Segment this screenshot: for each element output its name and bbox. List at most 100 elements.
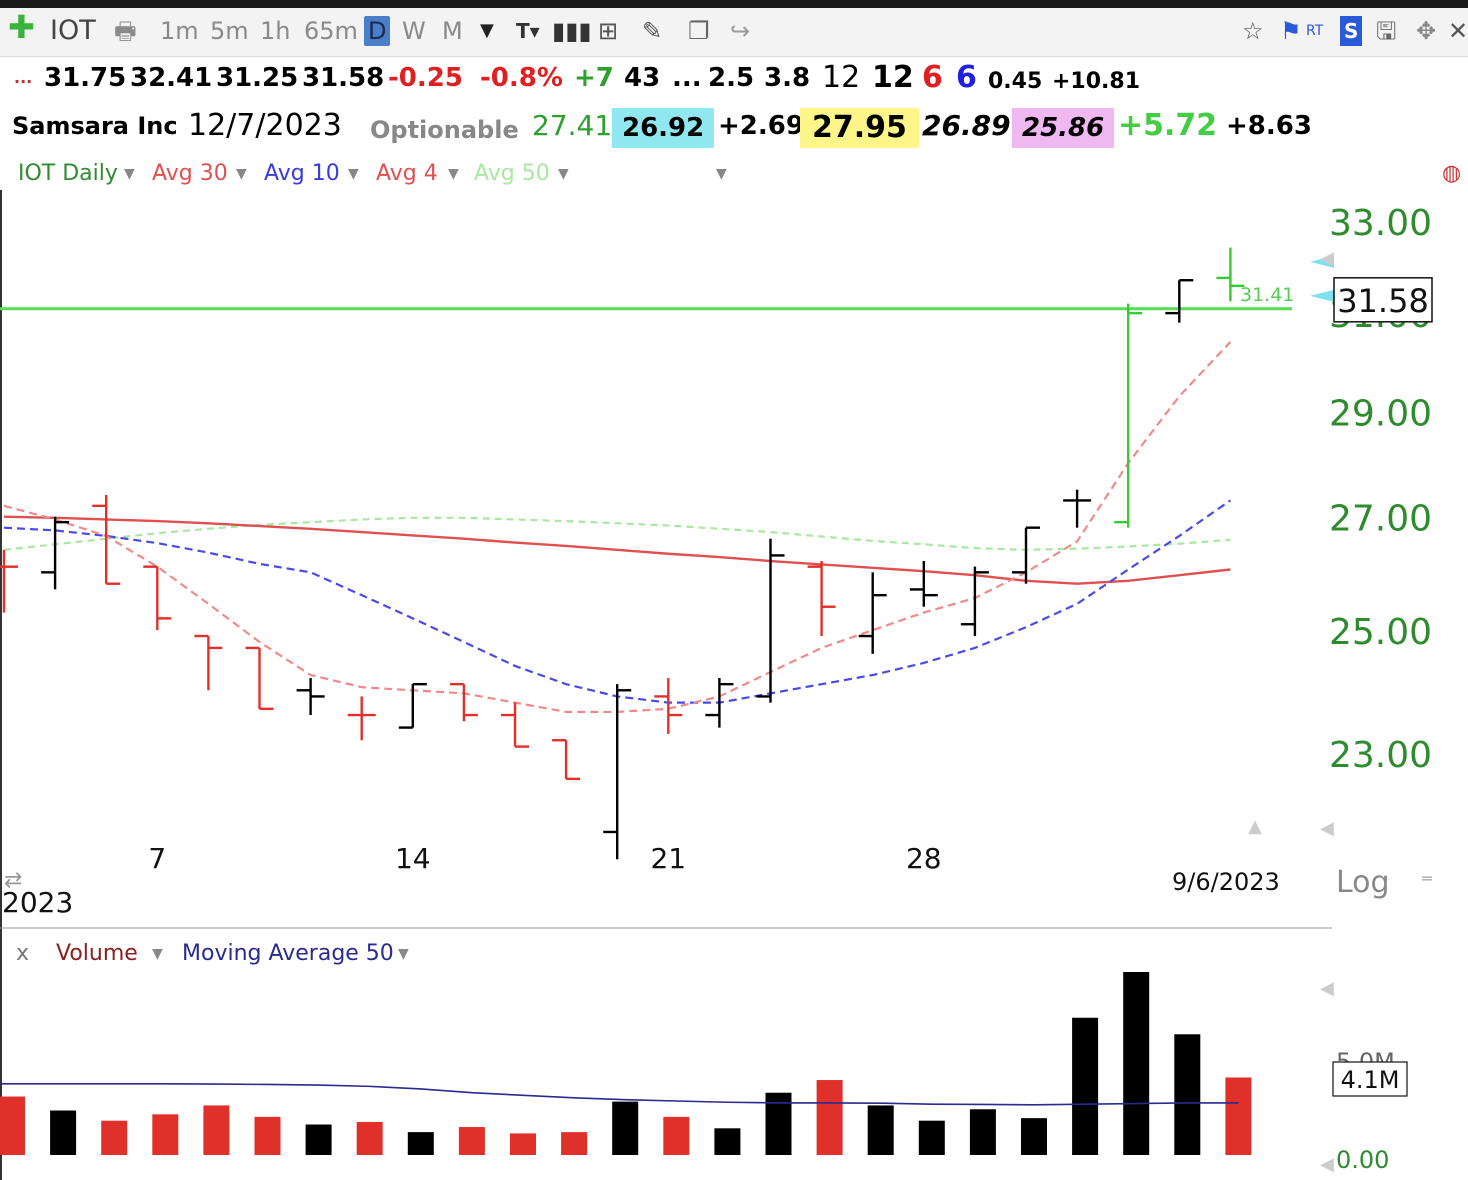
volume-bar xyxy=(50,1110,77,1155)
volume-bar xyxy=(254,1116,281,1155)
quote-v6: 12 xyxy=(822,60,861,95)
ohlc-bar xyxy=(603,684,632,860)
realtime-label[interactable]: RT xyxy=(1306,23,1324,39)
interval-5m[interactable]: 5m xyxy=(210,17,249,45)
legend-more-icon[interactable]: ▼ xyxy=(716,166,727,182)
quote-lead: ... xyxy=(14,68,33,87)
quote-date: 12/7/2023 xyxy=(188,108,342,143)
volume-legend[interactable]: Volume xyxy=(56,941,138,966)
ohlc-bar xyxy=(92,495,121,585)
legend-avg4[interactable]: Avg 4 xyxy=(376,161,438,186)
symbol-field[interactable]: IOT xyxy=(50,15,96,46)
ohlc-bar xyxy=(705,678,734,728)
volume-bar xyxy=(458,1127,485,1155)
add-symbol-icon[interactable]: ✚ xyxy=(8,8,35,46)
ohlc-bar xyxy=(1012,526,1040,584)
legend-avg10[interactable]: Avg 10 xyxy=(264,161,340,186)
legend-symbol-period[interactable]: IOT Daily xyxy=(18,161,118,186)
date-label: 9/6/2023 xyxy=(1172,868,1280,896)
price-tick-label: 27.00 xyxy=(1329,499,1432,540)
year-label: 2023 xyxy=(2,886,73,919)
ohlc-bar xyxy=(1114,303,1143,528)
volume-bar xyxy=(0,1096,25,1155)
add-study-icon[interactable]: ⊞ xyxy=(598,17,619,45)
s-button[interactable]: S xyxy=(1340,16,1363,46)
price-legend: IOT Daily ▼ Avg 30 ▼ Avg 10 ▼ Avg 4 ▼ Av… xyxy=(0,158,1468,192)
legend-caret-icon[interactable]: ▼ xyxy=(448,166,459,182)
period-daily[interactable]: D xyxy=(364,16,391,46)
quote-change-pct: -0.8% xyxy=(480,63,563,93)
quote-v2: 43 xyxy=(624,63,661,93)
settings-palette-icon[interactable]: ◍ xyxy=(1442,161,1462,186)
quote-close: 31.58 xyxy=(302,63,385,93)
volume-bar xyxy=(356,1121,383,1155)
volume-ma-legend[interactable]: Moving Average 50 xyxy=(182,941,394,966)
legend-avg50[interactable]: Avg 50 xyxy=(474,161,550,186)
text-tool-icon[interactable]: T▾ xyxy=(516,19,540,43)
interval-1m[interactable]: 1m xyxy=(160,17,199,45)
bar-style-icon[interactable]: ▮▮▮ xyxy=(552,17,592,45)
date-tick-label: 14 xyxy=(395,842,431,875)
scale-menu-icon[interactable]: ═ xyxy=(1421,869,1432,888)
ohlc-bar xyxy=(347,696,376,741)
scroll-arrows-icon[interactable]: ⇄ xyxy=(4,868,22,893)
period-weekly[interactable]: W xyxy=(402,17,426,45)
ohlc-bar xyxy=(0,549,18,613)
quote-f4: 27.95 xyxy=(800,108,919,148)
legend-caret-icon[interactable]: ▼ xyxy=(124,166,135,182)
interval-1h[interactable]: 1h xyxy=(260,17,291,45)
ohlc-bar xyxy=(143,565,172,631)
save-icon[interactable]: 🖫 xyxy=(1376,17,1397,45)
period-dropdown-icon[interactable]: ▼ xyxy=(480,20,494,41)
close-volume-pane-icon[interactable]: x xyxy=(16,941,29,966)
quote-row-1: ... 31.75 32.41 31.25 31.58 -0.25 -0.8% … xyxy=(0,60,1468,102)
volume-caret-icon[interactable]: ▼ xyxy=(152,946,163,962)
moving-averages xyxy=(3,341,1232,714)
quote-v5: 3.8 xyxy=(764,63,811,93)
legend-caret-icon[interactable]: ▼ xyxy=(348,166,359,182)
volume-bar xyxy=(1225,1077,1252,1155)
volume-ma-caret-icon[interactable]: ▼ xyxy=(398,946,409,962)
ohlc-bar xyxy=(807,561,836,637)
legend-avg30[interactable]: Avg 30 xyxy=(152,161,228,186)
quote-f1: 27.41 xyxy=(532,109,613,142)
volume-bar xyxy=(714,1128,741,1155)
volume-bar xyxy=(918,1120,945,1155)
copy-icon[interactable]: ❐ xyxy=(688,17,710,45)
volume-bar xyxy=(867,1105,894,1155)
volume-bar xyxy=(305,1124,332,1155)
last-price-marker: 31.58 xyxy=(1310,255,1433,323)
scroll-left-icon[interactable]: ◀ xyxy=(1320,248,1334,269)
ohlc-bar xyxy=(552,739,581,781)
ohlc-bar xyxy=(41,516,70,590)
ohlc-bar xyxy=(909,561,938,607)
quote-f5: 26.89 xyxy=(922,109,1011,142)
favorite-star-icon[interactable]: ☆ xyxy=(1242,17,1264,45)
close-icon[interactable]: ✕ xyxy=(1448,17,1468,45)
scroll-left-icon[interactable]: ◀ xyxy=(1320,818,1334,839)
interval-65m[interactable]: 65m xyxy=(304,17,358,45)
quote-f6: 25.86 xyxy=(1012,108,1115,148)
price-tick-label: 29.00 xyxy=(1329,393,1432,434)
legend-caret-icon[interactable]: ▼ xyxy=(558,166,569,182)
ohlc-bar xyxy=(1063,489,1092,528)
scroll-up-icon[interactable]: ▲ xyxy=(1248,816,1262,837)
legend-caret-icon[interactable]: ▼ xyxy=(236,166,247,182)
date-tick-label: 28 xyxy=(906,842,942,875)
volume-bar xyxy=(969,1109,996,1155)
draw-pencil-icon[interactable]: ✎ xyxy=(642,17,663,45)
quote-f3: +2.69 xyxy=(718,111,804,141)
flag-icon[interactable]: ⚑ xyxy=(1280,17,1302,45)
volume-scroll-left-icon[interactable]: ◀ xyxy=(1320,978,1334,999)
share-arrow-icon[interactable]: ↪ xyxy=(730,17,751,45)
move-icon[interactable]: ✥ xyxy=(1416,17,1437,45)
volume-ma-box xyxy=(1332,1061,1408,1097)
quote-change: -0.25 xyxy=(388,63,463,93)
ohlc-bars xyxy=(0,247,1245,860)
print-icon[interactable]: 🖶 xyxy=(114,17,137,45)
quote-v1: +7 xyxy=(574,63,614,93)
log-scale-toggle[interactable]: Log xyxy=(1336,865,1390,900)
period-monthly[interactable]: M xyxy=(442,17,463,45)
volume-scroll-left-icon[interactable]: ◀ xyxy=(1320,1154,1334,1175)
